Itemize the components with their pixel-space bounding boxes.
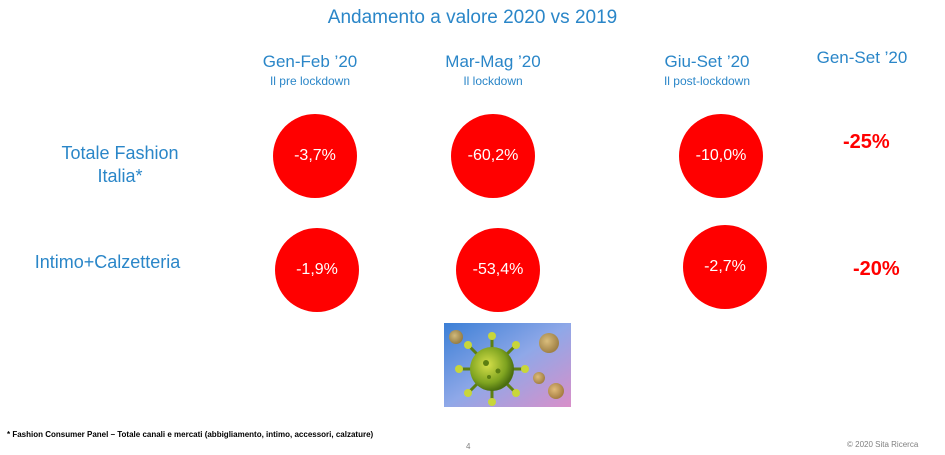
period-label-gen-feb: Gen-Feb ’20 [262, 52, 358, 71]
row-total-totale-fashion: -25% [843, 131, 890, 153]
footnote: * Fashion Consumer Panel – Totale canali… [7, 430, 374, 439]
period-sub-mar-mag: Il lockdown [463, 74, 523, 88]
copyright: © 2020 Sita Ricerca [847, 440, 919, 449]
period-label-gen-set: Gen-Set ’20 [816, 48, 908, 67]
coronavirus-illustration-icon [444, 323, 571, 407]
row-label-intimo-calzetteria: Intimo+Calzetteria [34, 252, 181, 272]
value-circle: -60,2% [451, 114, 535, 198]
period-sub-giu-set: Il post-lockdown [663, 74, 751, 88]
row-label-totale-fashion: Totale Fashion Italia* [20, 142, 220, 188]
page-number: 4 [466, 442, 471, 451]
period-label-giu-set: Giu-Set ’20 [664, 52, 750, 71]
row-label-line2: Italia* [97, 166, 143, 186]
row-label-line1: Totale Fashion [61, 143, 179, 163]
value-circle: -53,4% [456, 228, 540, 312]
value-circle: -2,7% [683, 225, 767, 309]
value-circle: -10,0% [679, 114, 763, 198]
page-title: Andamento a valore 2020 vs 2019 [327, 7, 618, 28]
row-total-intimo-calzetteria: -20% [853, 258, 900, 280]
value-circle: -3,7% [273, 114, 357, 198]
value-circle: -1,9% [275, 228, 359, 312]
period-sub-gen-feb: Il pre lockdown [269, 74, 351, 88]
period-label-mar-mag: Mar-Mag ’20 [445, 52, 541, 71]
